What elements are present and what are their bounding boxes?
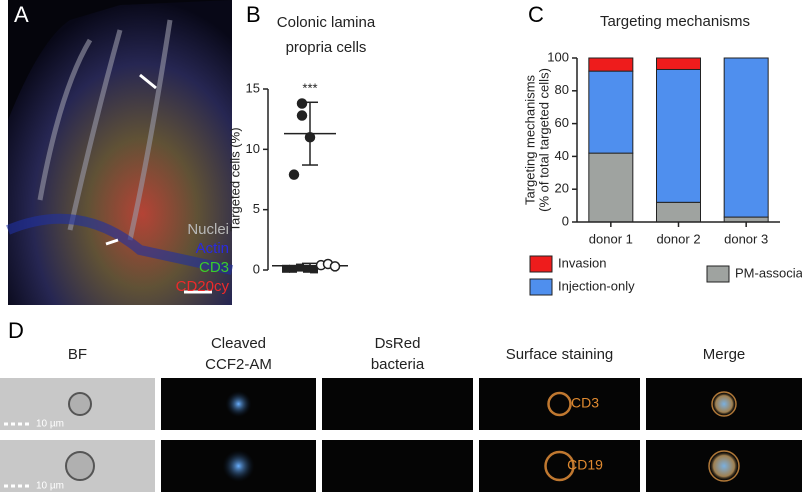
legend-label: PM-association <box>735 265 802 280</box>
point <box>296 98 308 109</box>
y-tick-label: 20 <box>555 181 569 196</box>
point <box>296 263 304 272</box>
y-axis-label: (% of total targeted cells) <box>536 68 551 212</box>
panel-letter: B <box>246 2 261 27</box>
panel-letter: A <box>14 2 29 27</box>
scale-bar-label: 10 µm <box>36 481 64 492</box>
panel-d: D BF Cleaved CCF2-AM DsRed bacteria Surface st… <box>0 318 802 492</box>
legend-swatch <box>529 278 553 296</box>
legend-swatch <box>706 265 730 283</box>
bar-segment <box>588 152 634 223</box>
arrow <box>105 73 157 246</box>
x-tick-label: donor 3 <box>724 231 768 246</box>
cell <box>68 392 92 416</box>
image-tile <box>479 440 640 492</box>
image-tile <box>322 378 473 430</box>
y-tick-label: 15 <box>246 80 260 95</box>
y-tick-label: 0 <box>253 261 260 276</box>
legend-label: Injection-only <box>558 278 635 293</box>
tissue <box>8 0 232 305</box>
stain-label: Actin <box>196 240 229 257</box>
scale-bar-label: 10 µm <box>36 419 64 430</box>
y-axis-label: Targeted cells (%) <box>227 127 242 231</box>
column-header: Merge <box>703 346 746 363</box>
x-tick-label: donor 2 <box>656 231 700 246</box>
bar-segment <box>656 68 701 203</box>
bar-segment <box>588 57 634 72</box>
column-header: BF <box>68 346 87 363</box>
cell <box>708 450 740 482</box>
cell <box>65 451 95 481</box>
cell <box>225 391 252 417</box>
y-tick-label: 0 <box>562 213 569 228</box>
y-axis-label: Targeting mechanisms <box>522 74 537 205</box>
column-header: DsRed <box>375 335 421 352</box>
bar-segment <box>656 201 701 223</box>
stain-label: CD20cy <box>176 278 230 295</box>
panel-letter: C <box>528 2 544 27</box>
annotation: *** <box>302 80 317 95</box>
image-tile <box>322 440 473 492</box>
row-label: CD19 <box>567 457 603 473</box>
column-header: bacteria <box>371 356 425 373</box>
column-header: CCF2-AM <box>205 356 272 373</box>
point <box>304 132 316 143</box>
bar-segment <box>656 57 701 70</box>
chart-title: propria cells <box>286 39 367 56</box>
cell <box>547 391 572 417</box>
point <box>288 169 300 180</box>
y-tick-label: 60 <box>555 115 569 130</box>
point <box>329 261 341 272</box>
bar-segment <box>723 57 769 218</box>
bar-segment <box>588 70 634 154</box>
cell <box>222 450 255 482</box>
y-tick-label: 10 <box>246 141 260 156</box>
panel-letter: D <box>8 318 24 343</box>
point <box>310 265 318 274</box>
stain-label: Nuclei <box>187 221 229 238</box>
stain-label: CD3 <box>199 259 229 276</box>
row-label: CD3 <box>571 395 599 411</box>
point <box>303 264 311 273</box>
x-tick-label: donor 1 <box>589 231 633 246</box>
legend-label: Invasion <box>558 255 606 270</box>
y-tick-label: 100 <box>547 49 569 64</box>
image-tile <box>479 378 640 430</box>
column-header: Surface staining <box>506 346 614 363</box>
legend-swatch <box>529 255 553 273</box>
y-tick-label: 5 <box>253 201 260 216</box>
epithelium <box>37 19 173 241</box>
cell <box>711 391 737 417</box>
chart-title: Colonic lamina <box>277 14 376 31</box>
y-tick-label: 40 <box>555 148 569 163</box>
chart-title: Targeting mechanisms <box>600 13 750 30</box>
point <box>289 264 297 273</box>
y-tick-label: 80 <box>555 82 569 97</box>
cell <box>544 450 575 482</box>
column-header: Cleaved <box>211 335 266 352</box>
point <box>282 264 290 273</box>
muscle <box>6 213 234 275</box>
point <box>296 110 308 121</box>
